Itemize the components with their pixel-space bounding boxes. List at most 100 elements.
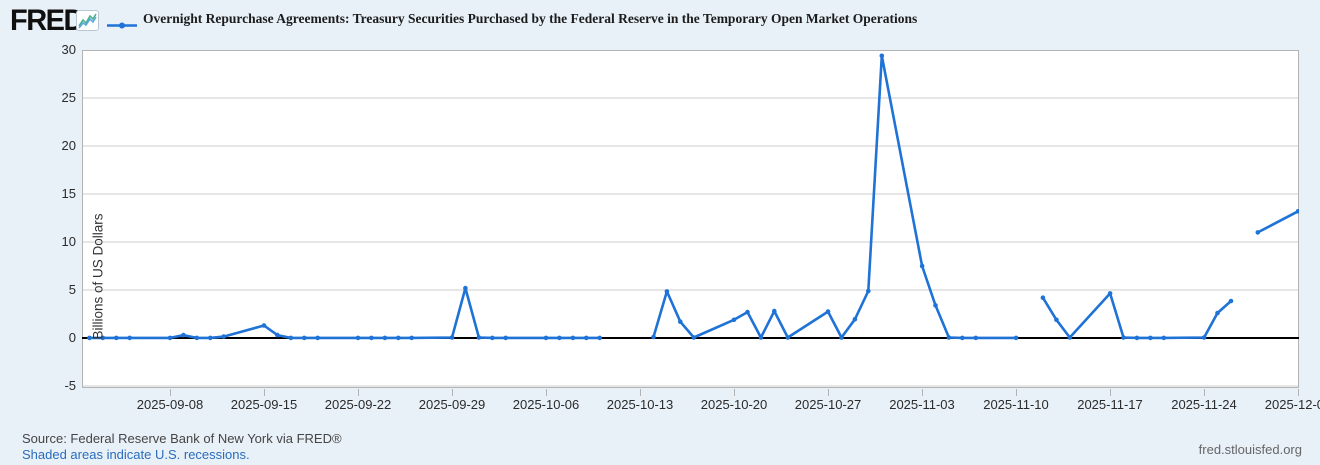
data-point-marker — [543, 335, 549, 341]
x-tick-label: 2025-09-08 — [136, 397, 204, 412]
data-point-marker — [1148, 335, 1153, 341]
x-tick-mark — [170, 389, 171, 396]
data-point-marker — [449, 335, 455, 340]
x-tick-mark — [452, 389, 453, 396]
x-tick-label: 2025-10-27 — [794, 397, 862, 412]
legend-line-icon — [106, 17, 138, 35]
data-point-marker — [167, 335, 173, 341]
data-point-marker — [960, 335, 965, 341]
data-point-marker — [490, 335, 495, 341]
data-point-marker — [691, 335, 697, 340]
data-point-marker — [852, 317, 858, 322]
data-point-marker — [825, 309, 831, 314]
plot-border — [82, 50, 1299, 388]
data-point-marker — [463, 285, 468, 291]
data-point-marker — [758, 335, 764, 340]
x-tick-mark — [640, 389, 641, 396]
data-point-marker — [288, 335, 294, 341]
data-point-marker — [221, 334, 226, 339]
x-tick-label: 2025-10-13 — [606, 397, 674, 412]
data-point-marker — [946, 335, 952, 340]
data-point-marker — [772, 308, 777, 314]
y-tick-label: 20 — [61, 138, 76, 153]
y-tick-label: 30 — [61, 42, 76, 57]
data-point-marker — [1255, 230, 1261, 235]
x-tick-mark — [1298, 389, 1299, 396]
y-tick-label: 5 — [68, 282, 76, 297]
data-point-marker — [114, 335, 119, 341]
data-point-marker — [382, 335, 388, 341]
x-tick-label: 2025-11-10 — [983, 397, 1049, 412]
fred-site-link[interactable]: fred.stlouisfed.org — [1198, 442, 1302, 457]
data-point-marker — [1134, 335, 1140, 341]
data-point-marker — [503, 335, 509, 341]
data-point-marker — [476, 335, 482, 340]
data-point-marker — [1201, 335, 1207, 340]
data-point-marker — [919, 263, 925, 269]
data-point-marker — [355, 335, 361, 341]
data-point-marker — [866, 288, 871, 294]
x-tick-label: 2025-11-03 — [889, 397, 955, 412]
data-point-marker — [87, 335, 92, 341]
x-tick-mark — [546, 389, 547, 396]
data-point-marker — [1215, 310, 1220, 316]
data-point-marker — [127, 335, 132, 341]
data-point-marker — [1067, 335, 1073, 340]
x-tick-label: 2025-11-24 — [1171, 397, 1237, 412]
y-tick-label: 15 — [61, 186, 76, 201]
data-point-marker — [315, 335, 320, 341]
x-tick-mark — [828, 389, 829, 396]
data-point-marker — [100, 335, 106, 341]
x-tick-mark — [922, 389, 923, 396]
x-tick-label: 2025-12-01 — [1264, 397, 1320, 412]
y-tick-label: 0 — [68, 330, 76, 345]
data-point-marker — [396, 335, 401, 341]
data-point-marker — [302, 335, 307, 341]
fred-chart-badge-icon — [76, 10, 99, 31]
chart-title: Overnight Repurchase Agreements: Treasur… — [143, 11, 918, 26]
data-point-marker — [1013, 335, 1019, 341]
x-tick-label: 2025-09-29 — [418, 397, 486, 412]
data-point-marker — [1040, 295, 1046, 300]
x-tick-mark — [358, 389, 359, 396]
x-tick-mark — [1016, 389, 1017, 396]
data-point-marker — [1295, 209, 1299, 214]
recessions-link[interactable]: Shaded areas indicate U.S. recessions. — [22, 447, 250, 462]
x-tick-mark — [1204, 389, 1205, 396]
source-text: Source: Federal Reserve Bank of New York… — [22, 431, 342, 446]
data-point-marker — [570, 335, 576, 341]
data-point-marker — [1228, 298, 1234, 304]
data-point-marker — [933, 303, 938, 308]
x-tick-mark — [264, 389, 265, 396]
data-point-marker — [208, 335, 213, 341]
x-tick-label: 2025-11-17 — [1077, 397, 1143, 412]
data-point-marker — [557, 335, 562, 341]
y-tick-label: 25 — [61, 90, 76, 105]
x-tick-label: 2025-10-20 — [700, 397, 768, 412]
data-point-marker — [181, 332, 186, 338]
series-line — [1257, 210, 1299, 234]
plot-area: Billions of US Dollars — [82, 50, 1299, 388]
data-point-marker — [1107, 291, 1113, 296]
data-point-marker — [651, 334, 656, 340]
data-point-marker — [1054, 317, 1059, 323]
data-point-marker — [678, 319, 683, 325]
data-point-marker — [409, 335, 415, 341]
y-tick-label: 10 — [61, 234, 76, 249]
data-point-marker — [785, 335, 791, 340]
x-tick-label: 2025-09-15 — [230, 397, 298, 412]
data-point-marker — [275, 332, 280, 338]
data-point-marker — [731, 317, 737, 323]
data-point-marker — [745, 309, 750, 315]
x-tick-mark — [734, 389, 735, 396]
fred-logo-text: FRED — [10, 4, 84, 38]
data-point-marker — [1121, 335, 1126, 340]
x-tick-label: 2025-09-22 — [324, 397, 392, 412]
data-point-marker — [584, 335, 589, 341]
data-point-marker — [194, 335, 200, 341]
data-point-marker — [369, 335, 374, 341]
data-point-marker — [597, 335, 602, 341]
chart-canvas — [82, 50, 1299, 388]
header: FRED® Overnight Repurchase Agreements: T… — [0, 0, 1320, 44]
